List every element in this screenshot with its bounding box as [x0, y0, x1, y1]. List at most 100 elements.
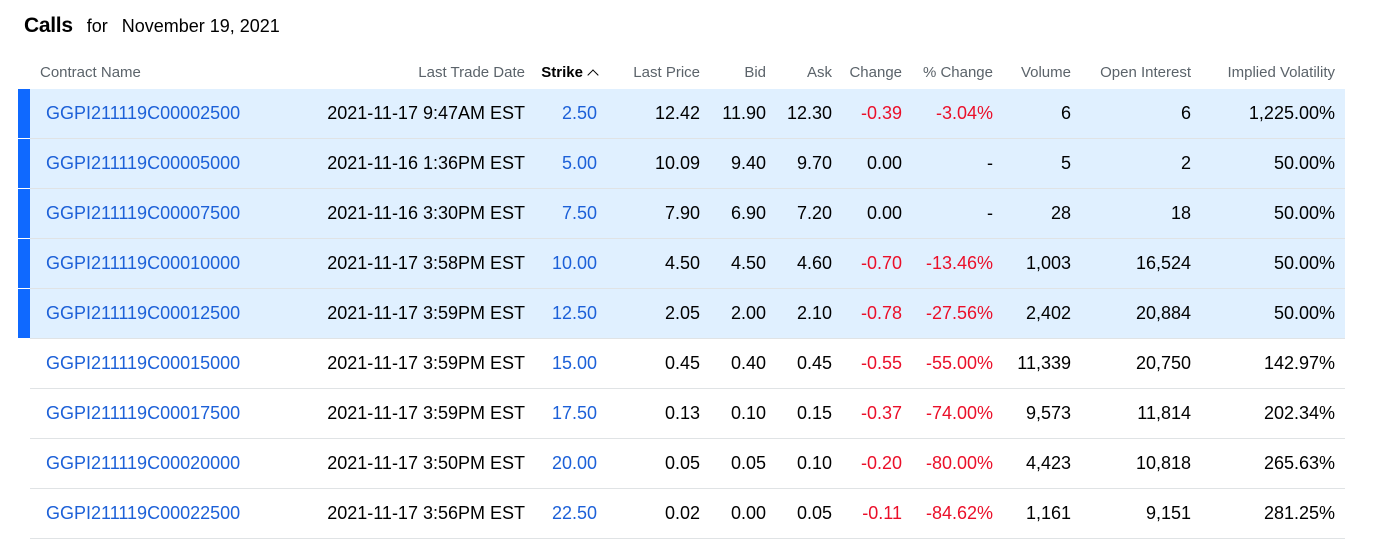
table-row: GGPI211119C00020000 2021-11-17 3:50PM ES… — [18, 438, 1345, 489]
chevron-up-icon — [587, 69, 599, 81]
ask-cell: 9.70 — [766, 138, 832, 189]
ask-cell: 0.05 — [766, 488, 832, 539]
implied-volatility-cell: 50.00% — [1191, 188, 1345, 239]
in-the-money-marker — [18, 338, 30, 389]
change-cell: -0.78 — [832, 288, 902, 339]
col-last-trade-date[interactable]: Last Trade Date — [418, 64, 525, 81]
last-trade-date-cell: 2021-11-16 1:36PM EST — [290, 138, 525, 189]
open-interest-cell: 10,818 — [1071, 438, 1191, 489]
open-interest-cell: 9,151 — [1071, 488, 1191, 539]
last-price-cell: 0.02 — [597, 488, 700, 539]
volume-cell: 6 — [993, 89, 1071, 139]
pct-change-cell: - — [902, 138, 993, 189]
last-price-cell: 7.90 — [597, 188, 700, 239]
table-row: GGPI211119C00005000 2021-11-16 1:36PM ES… — [18, 138, 1345, 189]
last-trade-date-cell: 2021-11-17 3:59PM EST — [290, 288, 525, 339]
bid-cell: 0.40 — [700, 338, 766, 389]
col-strike[interactable]: Strike — [525, 56, 599, 89]
contract-link[interactable]: GGPI211119C00012500 — [46, 303, 241, 323]
strike-link[interactable]: 20.00 — [551, 453, 597, 473]
strike-link[interactable]: 12.50 — [551, 303, 597, 323]
bid-cell: 0.00 — [700, 488, 766, 539]
calls-title: Calls — [24, 14, 73, 37]
strike-link[interactable]: 5.00 — [561, 153, 597, 173]
table-row: GGPI211119C00012500 2021-11-17 3:59PM ES… — [18, 288, 1345, 339]
table-row: GGPI211119C00022500 2021-11-17 3:56PM ES… — [18, 488, 1345, 539]
change-cell: 0.00 — [832, 138, 902, 189]
strike-link[interactable]: 2.50 — [561, 103, 597, 123]
pct-change-cell: -13.46% — [902, 238, 993, 289]
strike-link[interactable]: 15.00 — [551, 353, 597, 373]
bid-cell: 0.10 — [700, 388, 766, 439]
bid-cell: 0.05 — [700, 438, 766, 489]
in-the-money-marker — [18, 488, 30, 539]
ask-cell: 0.10 — [766, 438, 832, 489]
bid-cell: 6.90 — [700, 188, 766, 239]
change-cell: -0.11 — [832, 488, 902, 539]
change-cell: -0.20 — [832, 438, 902, 489]
calls-heading: Calls for November 19, 2021 — [24, 14, 280, 42]
last-price-cell: 4.50 — [597, 238, 700, 289]
contract-link[interactable]: GGPI211119C00002500 — [46, 103, 241, 123]
col-contract-name[interactable]: Contract Name — [40, 64, 141, 81]
last-trade-date-cell: 2021-11-16 3:30PM EST — [290, 188, 525, 239]
in-the-money-marker — [18, 188, 30, 239]
implied-volatility-cell: 50.00% — [1191, 288, 1345, 339]
volume-cell: 11,339 — [993, 338, 1071, 389]
last-price-cell: 0.45 — [597, 338, 700, 389]
ask-cell: 0.15 — [766, 388, 832, 439]
contract-link[interactable]: GGPI211119C00020000 — [46, 453, 241, 473]
bid-cell: 11.90 — [700, 89, 766, 139]
implied-volatility-cell: 202.34% — [1191, 388, 1345, 439]
in-the-money-marker — [18, 438, 30, 489]
last-price-cell: 2.05 — [597, 288, 700, 339]
col-ask[interactable]: Ask — [806, 64, 832, 81]
ask-cell: 4.60 — [766, 238, 832, 289]
pct-change-cell: -80.00% — [902, 438, 993, 489]
strike-link[interactable]: 22.50 — [551, 503, 597, 523]
open-interest-cell: 20,884 — [1071, 288, 1191, 339]
contract-link[interactable]: GGPI211119C00022500 — [46, 503, 241, 523]
table-row: GGPI211119C00010000 2021-11-17 3:58PM ES… — [18, 238, 1345, 289]
contract-link[interactable]: GGPI211119C00007500 — [46, 203, 241, 223]
strike-link[interactable]: 10.00 — [551, 253, 597, 273]
implied-volatility-cell: 281.25% — [1191, 488, 1345, 539]
calls-table-body: GGPI211119C00002500 2021-11-17 9:47AM ES… — [18, 89, 1345, 539]
table-header-row: Contract Name Last Trade Date Strike Las… — [18, 56, 1345, 89]
col-open-interest[interactable]: Open Interest — [1100, 64, 1191, 81]
open-interest-cell: 6 — [1071, 89, 1191, 139]
in-the-money-marker — [18, 89, 30, 139]
col-pct-change[interactable]: % Change — [922, 64, 993, 81]
col-implied-volatility[interactable]: Implied Volatility — [1227, 64, 1335, 81]
contract-link[interactable]: GGPI211119C00005000 — [46, 153, 241, 173]
ask-cell: 2.10 — [766, 288, 832, 339]
col-bid[interactable]: Bid — [744, 64, 766, 81]
col-last-price[interactable]: Last Price — [633, 64, 700, 81]
strike-link[interactable]: 17.50 — [551, 403, 597, 423]
pct-change-cell: -55.00% — [902, 338, 993, 389]
in-the-money-marker — [18, 138, 30, 189]
contract-link[interactable]: GGPI211119C00010000 — [46, 253, 241, 273]
change-cell: 0.00 — [832, 188, 902, 239]
volume-cell: 1,161 — [993, 488, 1071, 539]
volume-cell: 2,402 — [993, 288, 1071, 339]
col-strike-label: Strike — [541, 64, 583, 81]
bid-cell: 4.50 — [700, 238, 766, 289]
contract-link[interactable]: GGPI211119C00017500 — [46, 403, 241, 423]
pct-change-cell: -84.62% — [902, 488, 993, 539]
last-price-cell: 0.05 — [597, 438, 700, 489]
table-row: GGPI211119C00007500 2021-11-16 3:30PM ES… — [18, 188, 1345, 239]
last-trade-date-cell: 2021-11-17 3:59PM EST — [290, 388, 525, 439]
ask-cell: 0.45 — [766, 338, 832, 389]
contract-link[interactable]: GGPI211119C00015000 — [46, 353, 241, 373]
pct-change-cell: - — [902, 188, 993, 239]
last-price-cell: 12.42 — [597, 89, 700, 139]
implied-volatility-cell: 265.63% — [1191, 438, 1345, 489]
col-volume[interactable]: Volume — [1020, 64, 1071, 81]
col-change[interactable]: Change — [849, 64, 902, 81]
last-trade-date-cell: 2021-11-17 3:58PM EST — [290, 238, 525, 289]
last-trade-date-cell: 2021-11-17 9:47AM EST — [290, 89, 525, 139]
ask-cell: 7.20 — [766, 188, 832, 239]
pct-change-cell: -74.00% — [902, 388, 993, 439]
strike-link[interactable]: 7.50 — [561, 203, 597, 223]
